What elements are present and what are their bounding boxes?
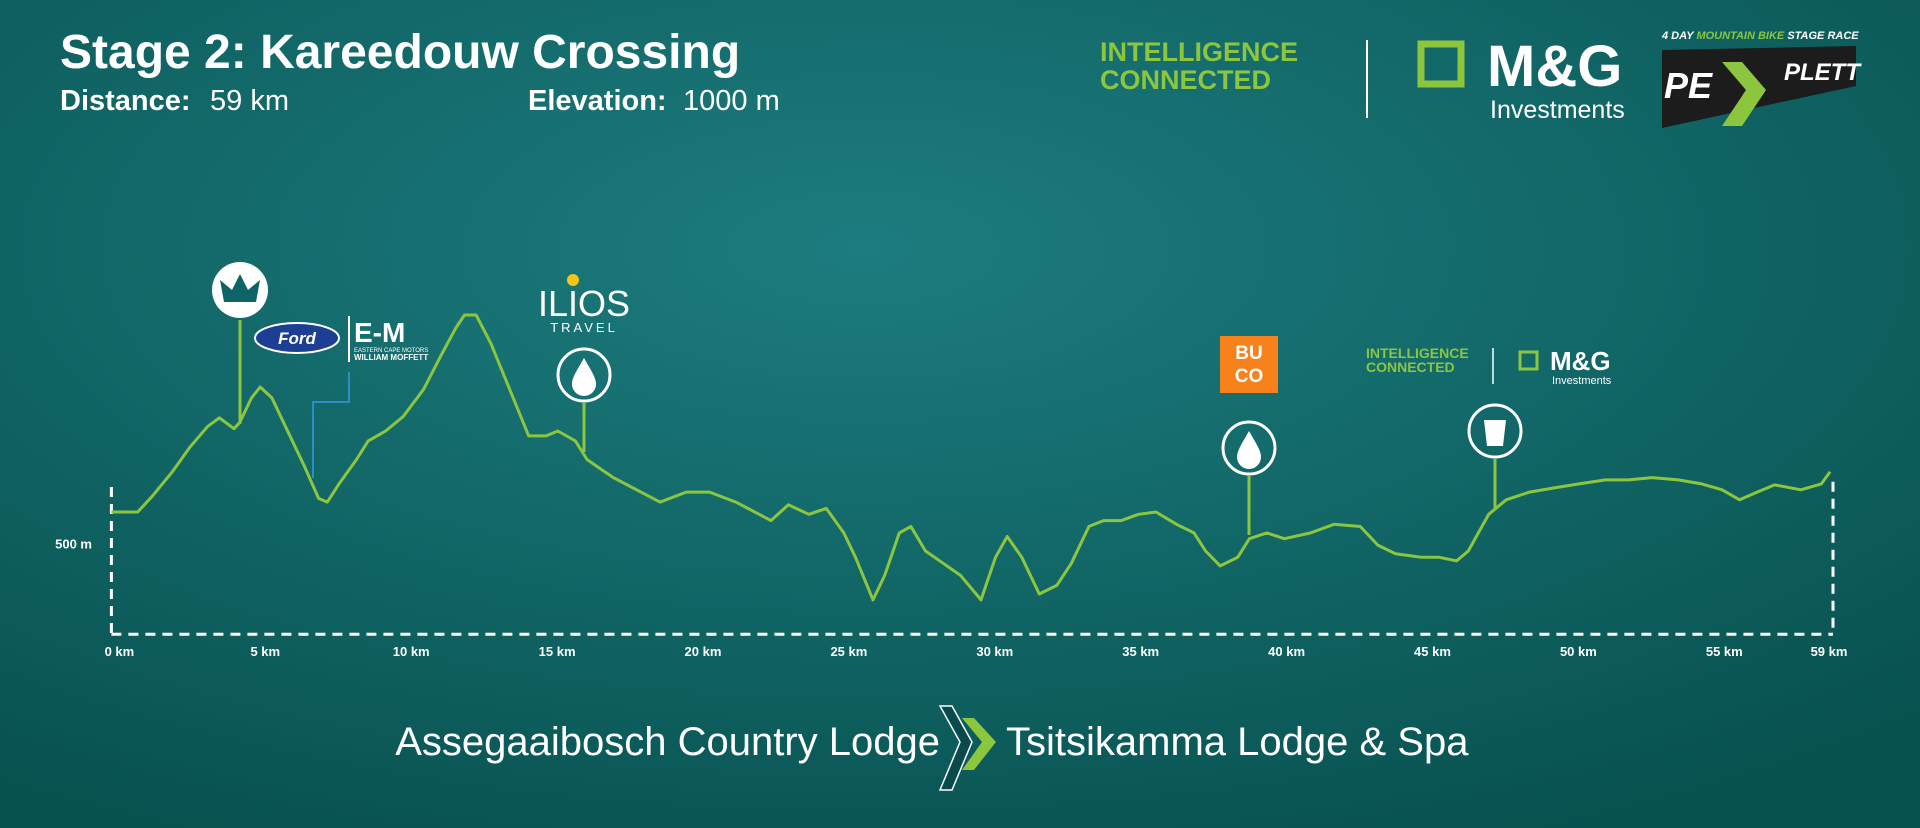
ecm-text: EASTERN CAPE MOTORS xyxy=(354,348,428,354)
route-chevron xyxy=(938,705,973,791)
mg-square xyxy=(1518,350,1539,371)
drop xyxy=(572,358,596,396)
race-chevron xyxy=(1722,62,1766,126)
buco-text: CO xyxy=(1235,366,1264,387)
sponsor-buco: BU CO xyxy=(1220,336,1278,393)
route-start: Assegaaibosch Country Lodge xyxy=(395,720,940,764)
tagline: INTELLIGENCE xyxy=(1366,345,1469,361)
mg-investments: Investments xyxy=(1490,96,1625,124)
sponsor-ford: Ford E-M EASTERN CAPE MOTORS WILLIAM MOF… xyxy=(254,316,428,478)
kom-marker xyxy=(212,262,268,424)
x-tick-label: 40 km xyxy=(1268,644,1305,659)
elevation-label: Elevation: xyxy=(528,85,667,117)
marker-icon xyxy=(556,347,612,403)
x-tick-label: 10 km xyxy=(393,644,430,659)
route-end: Tsitsikamma Lodge & Spa xyxy=(1006,720,1469,764)
x-tick-label: 55 km xyxy=(1706,644,1743,659)
mg-logo: M&G xyxy=(1550,346,1611,376)
mg-investments: Investments xyxy=(1552,375,1612,387)
x-tick-label: 50 km xyxy=(1560,644,1597,659)
sponsor-mg-small: INTELLIGENCE CONNECTED M&G Investments xyxy=(1366,345,1612,387)
buco-text: BU xyxy=(1235,343,1262,364)
elevation: 1000 m xyxy=(683,85,780,117)
x-tick-label: 20 km xyxy=(685,644,722,659)
tagline: CONNECTED xyxy=(1100,65,1271,95)
elevation-line xyxy=(111,313,1832,602)
x-tick-label: 45 km xyxy=(1414,644,1451,659)
x-tick-label: 30 km xyxy=(976,644,1013,659)
race-text: STAGE RACE xyxy=(1787,30,1859,42)
tagline: INTELLIGENCE xyxy=(1100,37,1298,67)
mg-logo: M&G xyxy=(1487,34,1622,99)
x-tick-label: 15 km xyxy=(539,644,576,659)
water-marker xyxy=(1221,420,1277,535)
travel-text: TRAVEL xyxy=(550,320,618,335)
route-chevron xyxy=(962,718,996,770)
marker-icon xyxy=(1221,420,1277,476)
x-tick-label: 5 km xyxy=(250,644,280,659)
x-tick-label: 59 km xyxy=(1811,644,1848,659)
ilios-text: ILIOS xyxy=(538,283,630,324)
sponsor-ilios: ILIOS TRAVEL xyxy=(538,274,630,335)
drop xyxy=(1237,431,1261,469)
segment-bracket xyxy=(312,372,350,478)
race-text: 4 DAY xyxy=(1661,30,1695,42)
mg-square xyxy=(1417,40,1465,88)
drink-marker xyxy=(1467,403,1523,510)
distance: 59 km xyxy=(210,85,289,117)
x-tick-label: 25 km xyxy=(830,644,867,659)
distance-label: Distance: xyxy=(60,85,191,117)
chart: 0 km 5 km 10 km 15 km 20 km 25 km 30 km 35 km 40… xyxy=(55,313,1848,659)
race-pe: PE xyxy=(1664,65,1713,106)
x-tick-label: 35 km xyxy=(1122,644,1159,659)
ecm-text: WILLIAM MOFFETT xyxy=(354,353,428,362)
x-tick-label: 0 km xyxy=(105,644,135,659)
ford-text: Ford xyxy=(278,329,316,348)
marker-icon xyxy=(1467,403,1523,459)
race-plett: PLETT xyxy=(1784,59,1862,86)
race-text: MOUNTAIN BIKE xyxy=(1696,30,1784,42)
ecm-logo: E-M xyxy=(354,317,405,348)
sun xyxy=(567,274,579,286)
tagline: CONNECTED xyxy=(1366,359,1455,375)
title: Stage 2: Kareedouw Crossing xyxy=(60,26,740,79)
buco-box xyxy=(1220,336,1278,393)
water-marker xyxy=(556,347,612,452)
crown xyxy=(220,274,260,302)
ford-oval xyxy=(254,322,340,354)
cup xyxy=(1484,420,1506,446)
race-text: 4 DAY MOUNTAIN BIKE STAGE RACE xyxy=(1661,30,1859,42)
y-tick-label: 500 m xyxy=(55,537,92,552)
